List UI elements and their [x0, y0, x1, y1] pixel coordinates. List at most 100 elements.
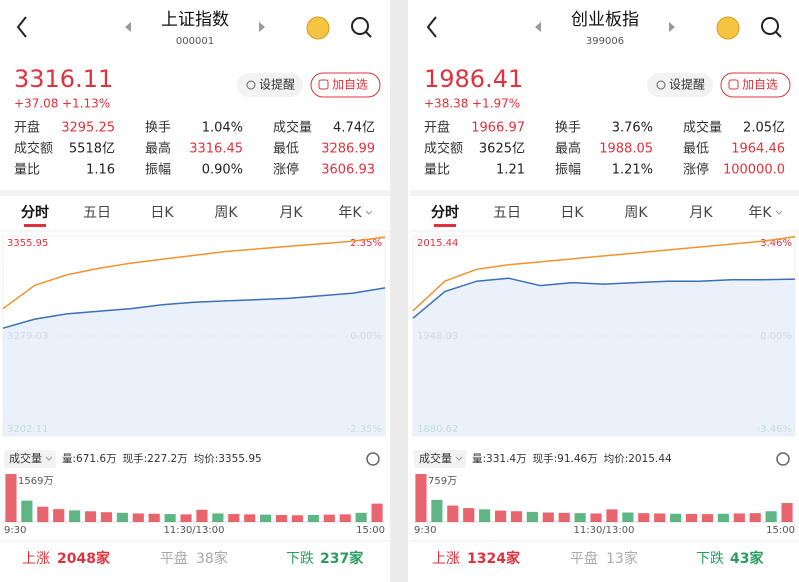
- stat-label: 最低: [683, 142, 709, 157]
- down-label: 下跌: [696, 551, 724, 567]
- up-label: 上涨: [432, 551, 460, 567]
- volume-bar: [260, 514, 272, 522]
- volume-max-label: 1569万: [18, 476, 53, 487]
- flat-count: 13家: [606, 550, 638, 567]
- stat-value: 4.74亿: [333, 121, 375, 136]
- up-count: 1324家: [467, 550, 521, 567]
- volume-bar: [622, 512, 634, 522]
- back-button[interactable]: [16, 16, 27, 38]
- watch-button[interactable]: [310, 72, 381, 98]
- time-label: 11:30/13:00: [163, 525, 224, 536]
- tab[interactable]: 周K: [214, 205, 238, 221]
- volume-selector[interactable]: [414, 450, 466, 468]
- price: 3316.11: [14, 65, 113, 93]
- stat-label: 量比: [424, 163, 450, 178]
- watch-label: 加自选: [742, 78, 778, 92]
- tab-chevron: [365, 210, 373, 215]
- down-label: 下跌: [286, 551, 314, 567]
- volume-bar: [164, 514, 176, 522]
- volume-bar: [765, 511, 777, 522]
- stat-value: 1.21: [496, 163, 525, 178]
- volume-bar: [685, 513, 698, 522]
- volume-bar: [291, 515, 304, 522]
- stat-value: 3606.93: [321, 163, 375, 178]
- search-icon[interactable]: [761, 17, 779, 35]
- volume-bar: [21, 500, 33, 522]
- volume-label: 成交量: [419, 451, 452, 465]
- volume-bar: [116, 512, 128, 522]
- volume-bar: [701, 514, 714, 522]
- stat-value: 1.21%: [612, 163, 653, 178]
- mascot-icon[interactable]: [306, 16, 330, 40]
- tab[interactable]: 五日: [83, 205, 111, 221]
- next-arrow[interactable]: [669, 22, 675, 32]
- settings-icon[interactable]: [776, 452, 790, 466]
- price-line: [412, 235, 796, 312]
- tab[interactable]: 分时: [431, 204, 459, 221]
- price-line: [412, 277, 796, 319]
- volume-bar: [431, 499, 443, 522]
- tab[interactable]: 年K: [338, 205, 362, 221]
- tab[interactable]: 月K: [279, 205, 303, 221]
- tab[interactable]: 日K: [150, 205, 174, 221]
- tab[interactable]: 周K: [624, 205, 648, 221]
- stat-label: 最高: [555, 141, 581, 157]
- tab[interactable]: 日K: [560, 205, 584, 221]
- stat-label: 成交额: [424, 141, 463, 157]
- search-icon[interactable]: [351, 17, 369, 35]
- stat-label: 涨停: [683, 162, 709, 178]
- price-line: [2, 236, 386, 310]
- settings-icon[interactable]: [366, 452, 380, 466]
- volume-bar: [339, 514, 351, 522]
- prev-arrow[interactable]: [125, 22, 131, 32]
- y-tick-label: 2015.44: [417, 238, 458, 249]
- volume-info: 量:671.6万: [62, 453, 117, 465]
- back-button[interactable]: [426, 16, 437, 38]
- volume-selector[interactable]: [4, 450, 56, 468]
- volume-bar: [494, 510, 507, 522]
- volume-bar: [542, 512, 554, 522]
- time-label: 9:30: [414, 525, 436, 536]
- tab-chevron: [775, 210, 783, 215]
- volume-bar: [196, 509, 208, 522]
- bell-icon: [246, 80, 256, 90]
- volume-bar: [670, 513, 682, 522]
- volume-bar: [463, 508, 475, 522]
- tab[interactable]: 月K: [689, 205, 713, 221]
- mascot-icon[interactable]: [716, 16, 740, 40]
- tab[interactable]: 五日: [493, 205, 521, 221]
- volume-bar: [526, 511, 538, 522]
- search-handle: [775, 31, 782, 38]
- volume-label: 成交量: [9, 451, 42, 465]
- volume-info: 量:331.4万: [472, 453, 527, 465]
- stat-label: 量比: [14, 163, 40, 178]
- volume-bar: [781, 503, 793, 522]
- tab[interactable]: 分时: [21, 204, 49, 221]
- stat-label: 开盘: [14, 120, 40, 136]
- stat-value: 2.05亿: [743, 121, 785, 136]
- next-arrow[interactable]: [259, 22, 265, 32]
- volume-bar: [212, 513, 224, 522]
- tab-underline: [434, 224, 456, 227]
- stat-label: 换手: [145, 121, 171, 136]
- volume-bar: [749, 513, 761, 522]
- volume-bar: [180, 514, 192, 522]
- code: 000001: [176, 36, 214, 47]
- prev-arrow[interactable]: [535, 22, 541, 32]
- remind-button[interactable]: [237, 73, 303, 97]
- volume-bar: [228, 514, 240, 522]
- separator: [410, 190, 799, 196]
- volume-info: 现手:91.46万: [533, 452, 598, 465]
- volume-bar: [53, 509, 65, 522]
- change-pct: +1.13%: [62, 97, 110, 111]
- remind-button[interactable]: [647, 73, 713, 97]
- code: 399006: [586, 36, 624, 47]
- change: +37.08: [14, 97, 58, 111]
- stat-label: 成交量: [683, 120, 722, 136]
- watch-button[interactable]: [720, 72, 791, 98]
- volume-bar: [371, 503, 383, 522]
- stat-label: 振幅: [145, 163, 171, 178]
- stat-value: 1.16: [86, 163, 115, 178]
- tab[interactable]: 年K: [748, 205, 772, 221]
- down-count: 43家: [730, 550, 764, 567]
